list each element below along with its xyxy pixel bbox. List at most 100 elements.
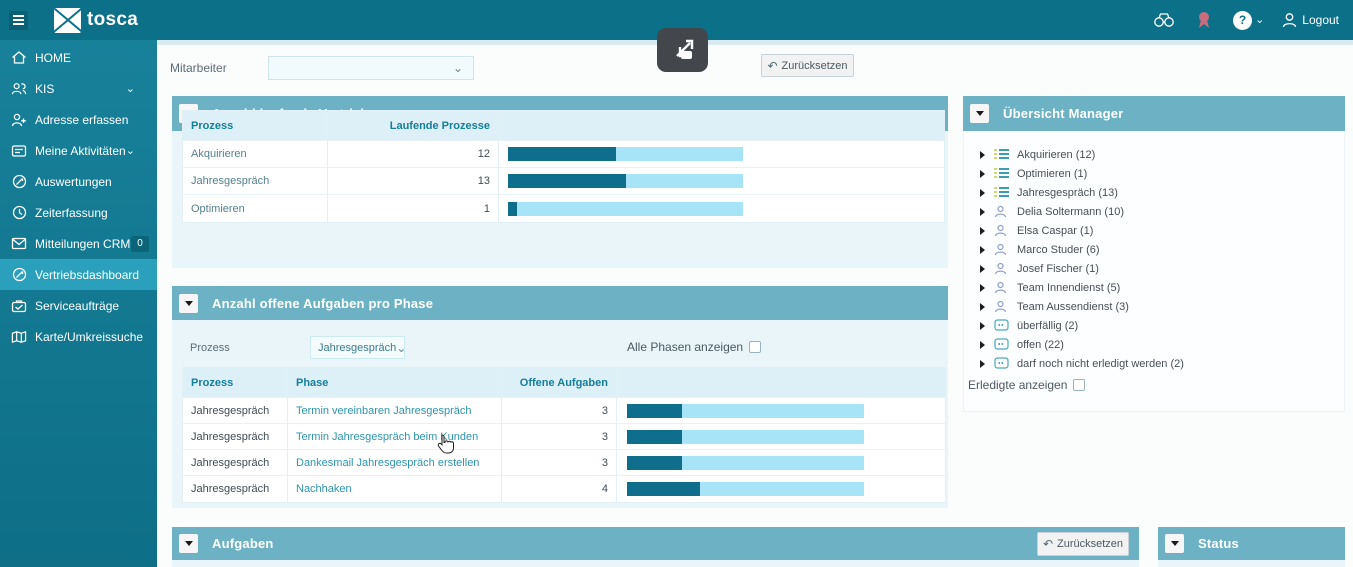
help-icon[interactable]: ? <box>1233 10 1253 30</box>
person-icon <box>994 281 1010 294</box>
alle-phasen-label: Alle Phasen anzeigen <box>627 340 744 354</box>
table-row[interactable]: Jahresgespräch Dankesmail Jahresgespräch… <box>183 450 945 476</box>
card-icon <box>994 338 1010 351</box>
tree-item[interactable]: Delia Soltermann (10) <box>980 202 1344 221</box>
manager-tree: Akquirieren (12) Optimieren (1) Jahresge… <box>964 131 1344 373</box>
erledigte-anzeigen-label: Erledigte anzeigen <box>968 378 1068 392</box>
vertriebsprozesse-table: Prozess Laufende Prozesse Akquirieren 12… <box>182 110 945 223</box>
table-row[interactable]: Optimieren 1 <box>183 195 944 222</box>
table-row[interactable]: Jahresgespräch Termin vereinbaren Jahres… <box>183 398 945 424</box>
prozess-select[interactable]: Jahresgespräch ⌄ <box>310 336 407 359</box>
expander-icon[interactable] <box>980 359 985 368</box>
panel-title: Status <box>1198 536 1239 551</box>
phase-link[interactable]: Termin vereinbaren Jahresgespräch <box>287 398 501 423</box>
sidebar-item-vertriebsdashboard[interactable]: Vertriebsdashboard <box>0 259 157 290</box>
logout-button[interactable]: Logout <box>1282 12 1339 28</box>
ribbon-icon[interactable] <box>1193 9 1215 31</box>
collapse-button[interactable] <box>179 534 198 553</box>
home-icon <box>11 50 27 66</box>
tree-item[interactable]: Marco Studer (6) <box>980 240 1344 259</box>
expander-icon[interactable] <box>980 264 985 273</box>
bar-chart-track <box>508 147 743 161</box>
list-icon <box>994 167 1010 180</box>
sidebar-item-mitteilungen-crm[interactable]: Mitteilungen CRM 0 <box>0 228 157 259</box>
expander-icon[interactable] <box>980 226 985 235</box>
panel-vertriebsprozesse-body: Prozess Laufende Prozesse Akquirieren 12… <box>172 110 948 268</box>
reset-filter-button[interactable]: ↶ Zurücksetzen <box>761 54 854 77</box>
tree-item[interactable]: Elsa Caspar (1) <box>980 221 1344 240</box>
sidebar-item-adresse-erfassen[interactable]: Adresse erfassen <box>0 104 157 135</box>
expander-icon[interactable] <box>980 321 985 330</box>
panel-uebersicht-manager: Übersicht Manager Akquirieren (12) Optim… <box>963 96 1345 412</box>
bar-chart-fill <box>627 482 701 496</box>
user-icon <box>1283 13 1297 28</box>
hamburger-menu-icon[interactable] <box>9 10 28 30</box>
alle-phasen-checkbox[interactable] <box>749 341 762 353</box>
sidebar-item-zeiterfassung[interactable]: Zeiterfassung <box>0 197 157 228</box>
table-row[interactable]: Jahresgespräch Nachhaken 4 <box>183 476 945 502</box>
sidebar-item-kis[interactable]: KIS ⌄ <box>0 73 157 104</box>
collapse-button[interactable] <box>179 293 198 313</box>
expander-icon[interactable] <box>980 150 985 159</box>
gauge-icon <box>11 174 27 190</box>
map-icon <box>11 329 27 345</box>
tree-item[interactable]: Team Aussendienst (3) <box>980 297 1344 316</box>
sidebar-item-serviceauftraege[interactable]: Serviceaufträge <box>0 290 157 321</box>
expander-icon[interactable] <box>980 188 985 197</box>
help-menu[interactable]: ? ⌄ <box>1233 10 1265 30</box>
mitarbeiter-select[interactable]: ⌄ <box>268 56 474 80</box>
tree-item[interactable]: überfällig (2) <box>980 316 1344 335</box>
chevron-down-icon: ⌄ <box>125 145 135 157</box>
tree-item[interactable]: Josef Fischer (1) <box>980 259 1344 278</box>
table-row[interactable]: Jahresgespräch Termin Jahresgespräch bei… <box>183 424 945 450</box>
list-icon <box>994 186 1010 199</box>
tree-item[interactable]: Jahresgespräch (13) <box>980 183 1344 202</box>
bar-chart-fill <box>508 201 518 216</box>
picture-in-picture-overlay-icon[interactable] <box>657 28 708 72</box>
tree-item[interactable]: Akquirieren (12) <box>980 145 1344 164</box>
phase-link[interactable]: Dankesmail Jahresgespräch erstellen <box>287 450 501 475</box>
bar-chart-track <box>627 429 864 444</box>
expander-icon[interactable] <box>980 245 985 254</box>
bar-chart-fill <box>627 455 682 470</box>
tree-item[interactable]: darf noch nicht erledigt werden (2) <box>980 354 1344 373</box>
tree-item[interactable]: Optimieren (1) <box>980 164 1344 183</box>
tree-item[interactable]: Team Innendienst (5) <box>980 278 1344 297</box>
tree-item[interactable]: offen (22) <box>980 335 1344 354</box>
table-row[interactable]: Akquirieren 12 <box>183 141 944 168</box>
collapse-button[interactable] <box>970 104 989 123</box>
brand-name: tosca <box>87 9 139 30</box>
binoculars-icon[interactable] <box>1153 9 1175 31</box>
people-icon <box>11 81 27 97</box>
erledigte-anzeigen-checkbox[interactable] <box>1073 379 1086 391</box>
sidebar-item-karte-umkreissuche[interactable]: Karte/Umkreissuche <box>0 321 157 352</box>
expander-icon[interactable] <box>980 283 985 292</box>
panel-status-header: Status <box>1158 527 1345 560</box>
bar-chart-track <box>627 482 864 496</box>
table-row[interactable]: Jahresgespräch 13 <box>183 168 944 195</box>
expander-icon[interactable] <box>980 340 985 349</box>
expander-icon[interactable] <box>980 302 985 311</box>
chevron-down-icon: ⌄ <box>396 340 407 355</box>
table-header-row: Prozess Laufende Prozesse <box>183 111 944 141</box>
reset-aufgaben-button[interactable]: ↶ Zurücksetzen <box>1037 531 1129 556</box>
prozess-label: Prozess <box>190 342 230 354</box>
card-icon <box>994 319 1010 332</box>
erledigte-anzeigen-row: Erledigte anzeigen <box>968 378 1086 392</box>
bar-chart-track <box>508 174 743 188</box>
expander-icon[interactable] <box>980 207 985 216</box>
phase-link[interactable]: Termin Jahresgespräch beim Kunden <box>287 424 501 449</box>
sidebar-item-home[interactable]: HOME <box>0 42 157 73</box>
sidebar-item-meine-aktivitaeten[interactable]: Meine Aktivitäten ⌄ <box>0 135 157 166</box>
collapse-button[interactable] <box>1165 534 1184 553</box>
expander-icon[interactable] <box>980 169 985 178</box>
list-icon <box>994 148 1010 161</box>
chevron-down-icon: ⌄ <box>1255 14 1265 26</box>
sidebar-item-auswertungen[interactable]: Auswertungen <box>0 166 157 197</box>
bar-chart-fill <box>627 429 682 444</box>
panel-vertriebsprozesse: Anzahl laufende Vertriebsprozesse Prozes… <box>172 96 948 268</box>
panel-status: Status <box>1158 527 1345 567</box>
phase-link[interactable]: Nachhaken <box>287 476 501 502</box>
logout-label: Logout <box>1302 13 1339 27</box>
panel-aufgaben-phase-header: Anzahl offene Aufgaben pro Phase <box>172 286 948 320</box>
